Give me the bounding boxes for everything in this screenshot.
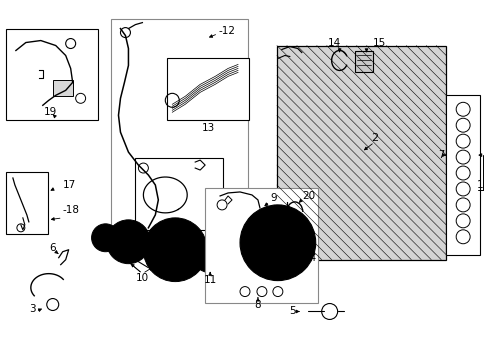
Circle shape (167, 242, 183, 258)
Text: 10: 10 (136, 273, 149, 283)
Circle shape (200, 245, 220, 265)
Text: 3: 3 (29, 305, 36, 315)
Circle shape (99, 231, 112, 245)
Text: 15: 15 (372, 37, 385, 48)
Text: 4: 4 (309, 253, 315, 263)
Text: 14: 14 (327, 37, 341, 48)
Text: -12: -12 (218, 26, 235, 36)
Text: 8: 8 (254, 300, 261, 310)
Circle shape (91, 224, 119, 252)
Text: 7: 7 (437, 150, 443, 160)
Text: 16: 16 (136, 232, 149, 242)
Bar (135, 158, 223, 230)
Text: 1: 1 (475, 180, 482, 190)
Bar (6, 172, 48, 234)
Text: 20: 20 (301, 191, 314, 201)
Bar (354, 50, 372, 72)
Bar (53, 80, 73, 96)
Text: -18: -18 (62, 205, 80, 215)
Circle shape (106, 220, 150, 264)
Circle shape (159, 234, 191, 266)
Text: 5: 5 (288, 306, 295, 316)
Bar (6, 28, 98, 120)
Circle shape (192, 237, 227, 273)
Text: 6: 6 (49, 243, 56, 253)
Bar (205, 188, 317, 302)
Circle shape (114, 228, 142, 256)
Circle shape (143, 218, 207, 282)
Bar (446, 95, 479, 255)
Text: 9: 9 (269, 193, 276, 203)
Text: 17: 17 (62, 180, 76, 190)
Text: 2: 2 (370, 133, 377, 143)
Circle shape (249, 215, 305, 271)
Bar (167, 58, 248, 120)
Text: 13: 13 (201, 123, 214, 133)
Circle shape (151, 226, 199, 274)
Bar (110, 19, 247, 243)
Bar (276, 45, 446, 260)
Text: 19: 19 (44, 107, 57, 117)
Circle shape (121, 235, 135, 249)
Circle shape (240, 205, 315, 280)
Text: 11: 11 (203, 275, 216, 285)
